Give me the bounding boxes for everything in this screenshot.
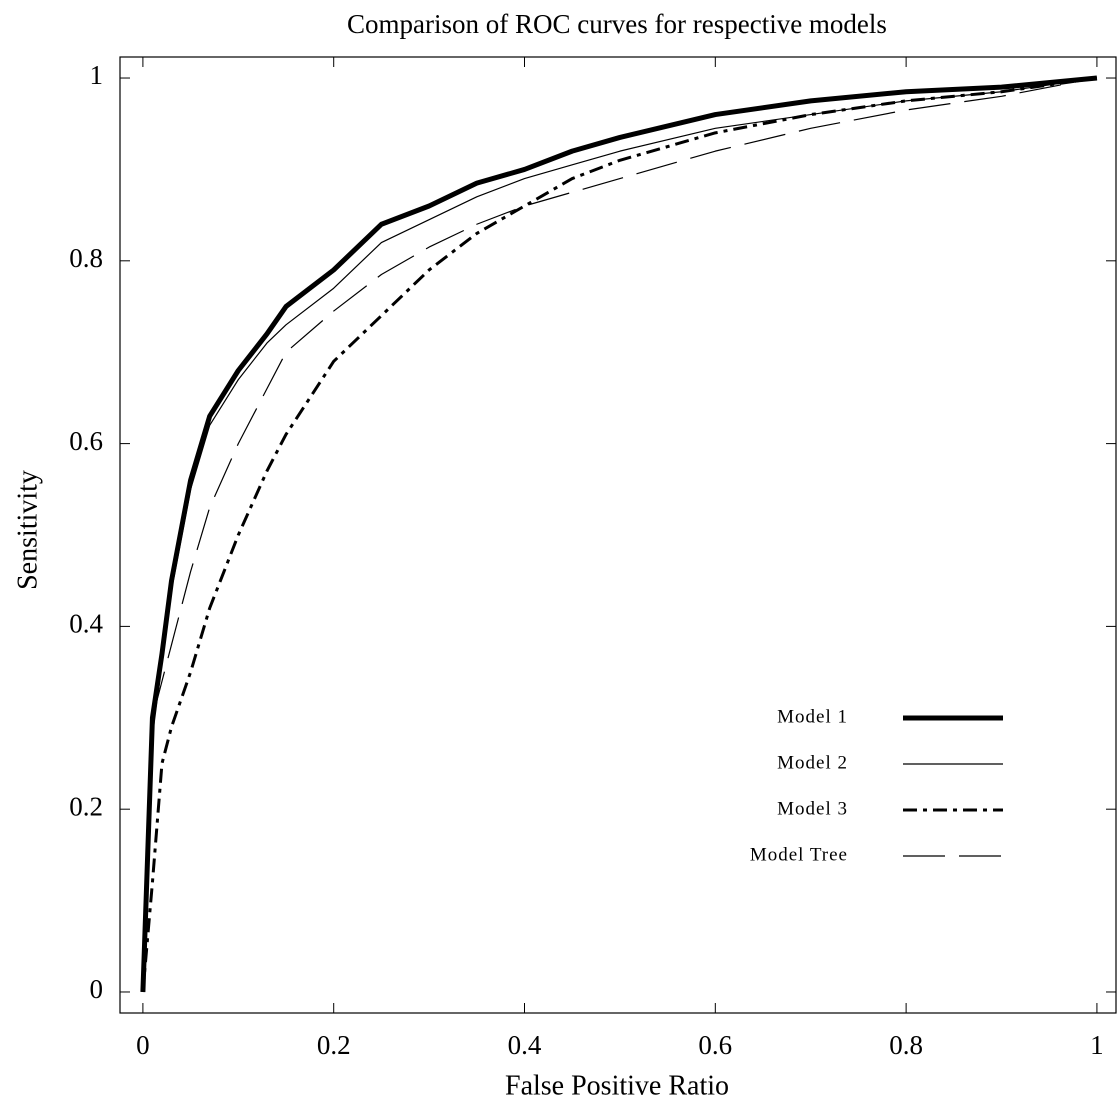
series-line bbox=[140, 75, 1098, 993]
x-tick-label: 1 bbox=[1090, 1030, 1104, 1060]
y-axis-label: Sensitivity bbox=[12, 470, 43, 590]
x-tick-label: 0.6 bbox=[698, 1030, 732, 1060]
x-tick-label: 0.2 bbox=[317, 1030, 351, 1060]
plot-frame bbox=[119, 56, 1117, 1014]
legend-label: Model 3 bbox=[777, 798, 848, 819]
legend-label: Model 1 bbox=[777, 706, 848, 727]
legend-label: Model 2 bbox=[777, 752, 848, 773]
series-line bbox=[142, 77, 1098, 993]
y-tick-label: 0.4 bbox=[69, 609, 103, 639]
x-axis-label: False Positive Ratio bbox=[505, 1070, 729, 1101]
series-line bbox=[141, 76, 1098, 993]
series-line bbox=[142, 77, 1098, 993]
y-tick-label: 0 bbox=[90, 974, 104, 1004]
y-tick-label: 0.8 bbox=[69, 243, 103, 273]
x-tick-label: 0 bbox=[136, 1030, 150, 1060]
legend-label: Model Tree bbox=[750, 844, 848, 865]
y-tick-label: 0.2 bbox=[69, 791, 103, 821]
y-tick-label: 0.6 bbox=[69, 426, 103, 456]
x-tick-label: 0.8 bbox=[889, 1030, 923, 1060]
chart-title: Comparison of ROC curves for respective … bbox=[347, 9, 887, 39]
x-tick-label: 0.4 bbox=[508, 1030, 542, 1060]
y-tick-label: 1 bbox=[90, 60, 104, 90]
